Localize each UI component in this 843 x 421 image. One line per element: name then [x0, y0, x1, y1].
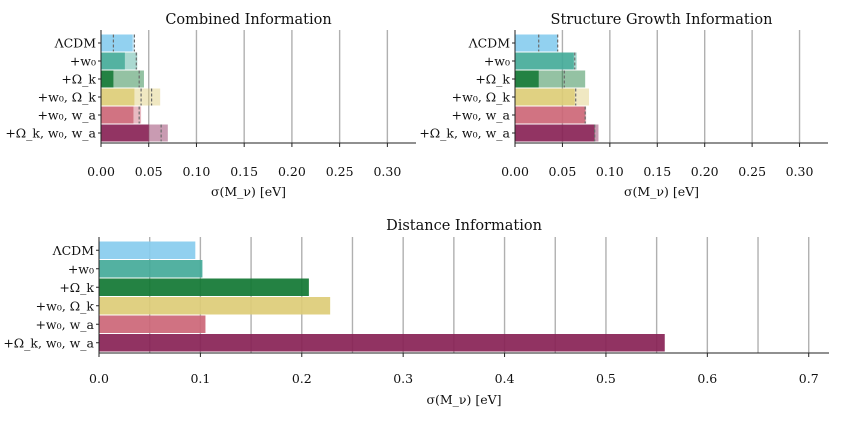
bar — [515, 88, 575, 106]
bar — [515, 52, 574, 70]
bar — [515, 106, 586, 124]
x-tick-label: 0.25 — [326, 164, 354, 179]
x-tick-label: 0.20 — [691, 164, 719, 179]
bar — [101, 124, 149, 142]
x-tick-label: 0.30 — [373, 164, 401, 179]
category-label: +Ω_k, w₀, w_a — [3, 335, 94, 350]
bar — [99, 260, 203, 278]
category-label: ΛCDM — [52, 243, 95, 258]
x-axis-label: σ(M_ν) [eV] — [211, 184, 286, 199]
x-tick-label: 0.3 — [393, 371, 413, 386]
bar — [99, 297, 331, 315]
x-tick-label: 0.10 — [183, 164, 211, 179]
bar — [101, 70, 114, 88]
x-axis-label: σ(M_ν) [eV] — [624, 184, 699, 199]
x-tick-label: 0.7 — [799, 371, 819, 386]
x-tick-label: 0.25 — [738, 164, 766, 179]
chart-title: Structure Growth Information — [551, 12, 773, 28]
x-tick-label: 0.10 — [596, 164, 624, 179]
category-label: +w₀, Ω_k — [452, 90, 511, 105]
category-label: +w₀ — [68, 261, 94, 276]
bar — [101, 106, 134, 124]
x-tick-label: 0.1 — [190, 371, 210, 386]
category-label: ΛCDM — [54, 36, 97, 51]
category-label: +Ω_k — [59, 280, 94, 295]
bar — [515, 124, 595, 142]
category-label: +w₀, w_a — [37, 108, 96, 123]
category-label: +w₀ — [484, 54, 510, 69]
x-tick-label: 0.5 — [596, 371, 616, 386]
x-tick-label: 0.30 — [786, 164, 814, 179]
x-tick-label: 0.05 — [549, 164, 577, 179]
category-label: ΛCDM — [468, 36, 511, 51]
x-tick-label: 0.4 — [495, 371, 515, 386]
x-tick-label: 0.0 — [89, 371, 109, 386]
bar — [101, 34, 133, 52]
bar — [99, 241, 196, 259]
bar — [99, 278, 309, 296]
x-tick-label: 0.6 — [697, 371, 717, 386]
chart-title: Combined Information — [165, 12, 331, 28]
category-label: +Ω_k, w₀, w_a — [419, 126, 510, 141]
category-label: +w₀ — [70, 54, 96, 69]
category-label: +w₀, Ω_k — [36, 298, 95, 313]
bar — [101, 88, 135, 106]
category-label: +w₀, w_a — [451, 108, 510, 123]
bar — [101, 52, 125, 70]
x-tick-label: 0.05 — [135, 164, 163, 179]
x-tick-label: 0.2 — [292, 371, 312, 386]
x-tick-label: 0.15 — [230, 164, 258, 179]
bar — [515, 34, 558, 52]
bar — [515, 70, 539, 88]
x-tick-label: 0.00 — [87, 164, 115, 179]
x-axis-label: σ(M_ν) [eV] — [426, 392, 501, 407]
category-label: +w₀, Ω_k — [38, 90, 97, 105]
x-tick-label: 0.20 — [278, 164, 306, 179]
bar — [99, 315, 206, 333]
bar — [99, 334, 665, 352]
category-label: +w₀, w_a — [35, 317, 94, 332]
chart-title: Distance Information — [386, 218, 542, 234]
x-tick-label: 0.15 — [643, 164, 671, 179]
category-label: +Ω_k — [61, 72, 96, 87]
x-tick-label: 0.00 — [501, 164, 529, 179]
category-label: +Ω_k — [475, 72, 510, 87]
category-label: +Ω_k, w₀, w_a — [5, 126, 96, 141]
